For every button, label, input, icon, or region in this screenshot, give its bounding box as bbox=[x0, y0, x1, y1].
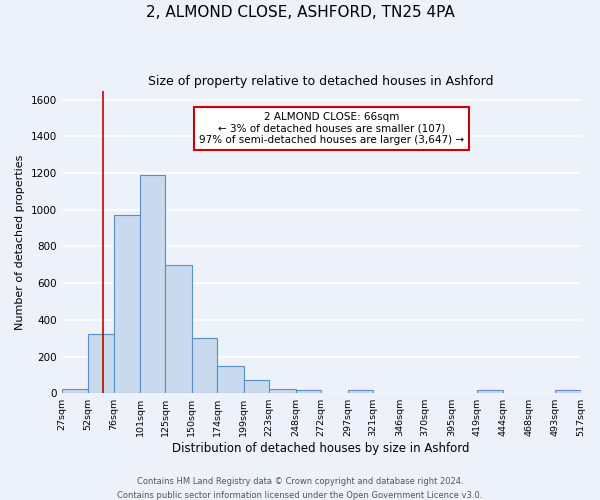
Bar bbox=[296, 390, 321, 393]
Bar bbox=[269, 388, 296, 393]
Bar bbox=[555, 390, 581, 393]
Bar bbox=[166, 265, 192, 393]
Bar bbox=[347, 390, 373, 393]
X-axis label: Distribution of detached houses by size in Ashford: Distribution of detached houses by size … bbox=[172, 442, 470, 455]
Bar bbox=[62, 388, 88, 393]
Y-axis label: Number of detached properties: Number of detached properties bbox=[15, 154, 25, 330]
Text: 2 ALMOND CLOSE: 66sqm
← 3% of detached houses are smaller (107)
97% of semi-deta: 2 ALMOND CLOSE: 66sqm ← 3% of detached h… bbox=[199, 112, 464, 145]
Bar bbox=[192, 338, 217, 393]
Bar bbox=[113, 216, 140, 393]
Bar bbox=[217, 366, 244, 393]
Text: 2, ALMOND CLOSE, ASHFORD, TN25 4PA: 2, ALMOND CLOSE, ASHFORD, TN25 4PA bbox=[146, 5, 454, 20]
Bar bbox=[244, 380, 269, 393]
Bar bbox=[477, 390, 503, 393]
Title: Size of property relative to detached houses in Ashford: Size of property relative to detached ho… bbox=[148, 75, 494, 88]
Text: Contains HM Land Registry data © Crown copyright and database right 2024.
Contai: Contains HM Land Registry data © Crown c… bbox=[118, 478, 482, 500]
Bar bbox=[140, 175, 166, 393]
Bar bbox=[88, 334, 113, 393]
